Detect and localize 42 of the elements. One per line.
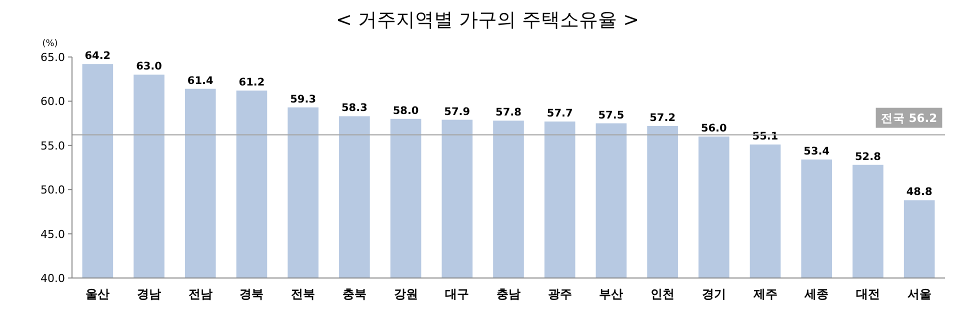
x-tick-label: 충북 xyxy=(342,287,366,301)
y-tick-label: 40.0 xyxy=(40,272,65,285)
data-label: 61.2 xyxy=(238,76,265,89)
x-tick-label: 전북 xyxy=(291,287,316,301)
ref-line-label: 전국 56.2 xyxy=(880,110,938,125)
x-tick-label: 경기 xyxy=(702,287,726,301)
data-label: 57.5 xyxy=(598,109,624,122)
x-tick-label: 전남 xyxy=(188,287,212,301)
data-label: 57.7 xyxy=(546,108,573,120)
y-tick-label: 50.0 xyxy=(40,184,65,197)
x-tick-label: 광주 xyxy=(548,287,572,301)
y-tick-label: 65.0 xyxy=(40,51,65,64)
y-tick-label: 45.0 xyxy=(40,228,65,241)
x-tick-label: 울산 xyxy=(86,287,110,301)
data-label: 56.0 xyxy=(700,122,727,135)
x-tick-label: 충남 xyxy=(496,287,520,301)
data-label: 64.2 xyxy=(84,50,111,62)
x-tick-label: 대구 xyxy=(445,287,470,301)
data-label: 52.8 xyxy=(855,150,881,163)
x-tick-label: 강원 xyxy=(394,287,418,301)
data-label: 57.8 xyxy=(496,106,522,119)
data-label: 48.8 xyxy=(906,186,932,198)
data-label: 57.9 xyxy=(444,106,470,118)
y-tick-label: 55.0 xyxy=(40,139,65,152)
y-tick-label: 60.0 xyxy=(40,95,65,108)
x-tick-label: 인천 xyxy=(650,287,675,301)
data-label: 59.3 xyxy=(290,93,316,106)
chart-title: < 거주지역별 가구의 주택소유율 > xyxy=(336,9,639,31)
x-tick-label: 부산 xyxy=(599,287,624,301)
x-tick-label: 세종 xyxy=(804,287,829,301)
x-tick-label: 경남 xyxy=(137,287,162,301)
x-tick-label: 대전 xyxy=(856,287,880,301)
data-label: 61.4 xyxy=(187,74,214,87)
x-tick-label: 경북 xyxy=(240,287,264,301)
x-tick-label: 서울 xyxy=(907,287,932,301)
data-label: 58.0 xyxy=(392,104,419,117)
data-label: 63.0 xyxy=(136,60,162,73)
data-label: 53.4 xyxy=(804,146,830,158)
x-tick-label: 제주 xyxy=(752,287,778,301)
data-label: 57.2 xyxy=(650,112,676,124)
y-axis-title: (%) xyxy=(42,39,58,49)
data-label: 58.3 xyxy=(341,102,368,114)
